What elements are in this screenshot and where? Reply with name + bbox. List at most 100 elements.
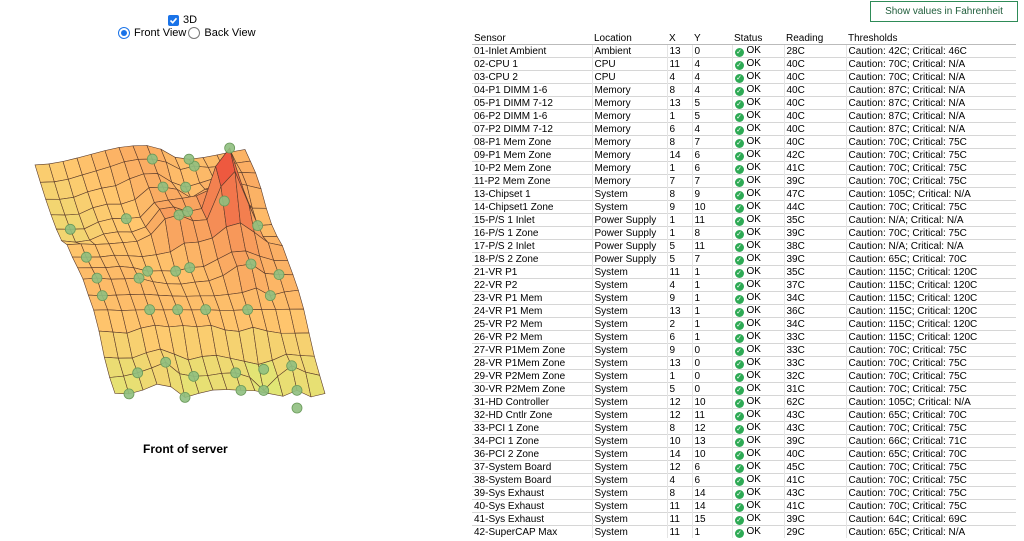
sensor-point[interactable] — [258, 363, 270, 375]
cell-y: 0 — [691, 382, 732, 396]
cell-thresholds: Caution: N/A; Critical: N/A — [845, 239, 1016, 253]
sensor-point[interactable] — [291, 384, 303, 396]
cell-thresholds: Caution: 70C; Critical: 75C — [845, 460, 1016, 474]
cell-x: 9 — [666, 291, 692, 305]
cell-x: 10 — [666, 434, 692, 448]
cell-sensor: 40-Sys Exhaust — [472, 499, 592, 513]
sensor-point[interactable] — [264, 290, 276, 302]
column-header-x: X — [667, 32, 692, 45]
sensor-point[interactable] — [291, 402, 303, 414]
front-view-radio[interactable] — [118, 27, 130, 39]
sensor-point[interactable] — [123, 388, 135, 400]
cell-location: Memory — [591, 135, 667, 149]
cell-thresholds: Caution: 87C; Critical: N/A — [845, 122, 1016, 136]
ok-check-icon: ✓ — [734, 178, 744, 187]
cell-x: 1 — [666, 213, 692, 227]
cell-y: 14 — [691, 499, 732, 513]
sensor-point[interactable] — [64, 223, 76, 235]
sensor-point[interactable] — [120, 213, 132, 225]
cell-location: System — [591, 382, 667, 396]
sensor-point[interactable] — [91, 272, 103, 284]
sensor-point[interactable] — [172, 304, 184, 316]
back-view-radio[interactable] — [188, 27, 201, 39]
cell-reading: 37C — [783, 278, 846, 292]
cell-y: 5 — [691, 109, 732, 123]
ok-check-icon: ✓ — [734, 516, 744, 525]
cell-sensor: 30-VR P2Mem Zone — [472, 382, 592, 396]
sensor-point[interactable] — [142, 265, 154, 277]
sensor-point[interactable] — [230, 367, 242, 379]
sensor-point[interactable] — [96, 290, 108, 302]
cell-sensor: 15-P/S 1 Inlet — [472, 213, 592, 227]
check-icon — [169, 17, 178, 24]
cell-sensor: 37-System Board — [472, 460, 592, 474]
sensor-point[interactable] — [218, 195, 230, 207]
cell-status: ✓ OK — [731, 200, 784, 214]
sensor-point[interactable] — [144, 304, 156, 316]
cell-status: ✓ OK — [731, 148, 784, 162]
show-fahrenheit-button[interactable]: Show values in Fahrenheit — [870, 1, 1018, 22]
cell-status: ✓ OK — [731, 70, 784, 84]
cell-status: ✓ OK — [731, 161, 784, 175]
sensor-point[interactable] — [133, 272, 145, 284]
cell-status: ✓ OK — [731, 395, 784, 409]
sensor-point[interactable] — [184, 262, 196, 274]
cell-sensor: 08-P1 Mem Zone — [472, 135, 592, 149]
sensor-point[interactable] — [235, 384, 247, 396]
cell-location: Memory — [591, 174, 667, 188]
sensor-point[interactable] — [245, 258, 257, 270]
ok-check-icon: ✓ — [734, 503, 744, 512]
cell-reading: 45C — [783, 460, 846, 474]
cell-thresholds: Caution: 87C; Critical: N/A — [845, 83, 1016, 97]
cell-reading: 34C — [783, 291, 846, 305]
cell-sensor: 18-P/S 2 Zone — [472, 252, 592, 266]
temperature-surface-3d[interactable] — [0, 80, 340, 420]
sensor-point[interactable] — [132, 367, 144, 379]
sensor-point[interactable] — [157, 181, 169, 193]
ok-check-icon: ✓ — [734, 152, 744, 161]
sensor-point[interactable] — [252, 220, 264, 232]
sensor-point[interactable] — [80, 251, 92, 263]
sensor-point[interactable] — [160, 356, 172, 368]
column-header-status: Status — [732, 32, 784, 45]
table-row: 36-PCI 2 Zone System 14 10 ✓ OK 40C Caution: 65… — [472, 447, 1016, 461]
table-row: 33-PCI 1 Zone System 8 12 ✓ OK 43C Caution: 70C… — [472, 421, 1016, 435]
sensor-point[interactable] — [273, 269, 285, 280]
cell-y: 4 — [691, 57, 732, 71]
cell-thresholds: Caution: 115C; Critical: 120C — [845, 278, 1016, 292]
sensor-point[interactable] — [188, 370, 200, 382]
cell-sensor: 03-CPU 2 — [472, 70, 592, 84]
cell-thresholds: Caution: 42C; Critical: 46C — [845, 44, 1016, 58]
cell-location: System — [591, 304, 667, 318]
ok-check-icon: ✓ — [734, 464, 744, 473]
table-row: 11-P2 Mem Zone Memory 7 7 ✓ OK 39C Caution: 70C… — [472, 174, 1016, 188]
cell-y: 1 — [691, 525, 732, 538]
sensor-point[interactable] — [224, 142, 236, 154]
sensor-point[interactable] — [170, 265, 182, 277]
ok-check-icon: ✓ — [734, 165, 744, 174]
sensor-point[interactable] — [183, 153, 195, 165]
table-row: 39-Sys Exhaust System 8 14 ✓ OK 43C Caution: 70… — [472, 486, 1016, 500]
cell-thresholds: Caution: 105C; Critical: N/A — [845, 187, 1016, 201]
cell-sensor: 41-Sys Exhaust — [472, 512, 592, 526]
ok-check-icon: ✓ — [734, 347, 744, 356]
cell-sensor: 28-VR P1Mem Zone — [472, 356, 592, 370]
sensor-point[interactable] — [146, 153, 158, 165]
sensor-point[interactable] — [182, 206, 194, 217]
sensor-point[interactable] — [180, 181, 192, 193]
cell-y: 10 — [691, 447, 732, 461]
sensor-point[interactable] — [286, 360, 298, 372]
sensor-point[interactable] — [179, 392, 191, 403]
sensor-point[interactable] — [200, 304, 212, 316]
cell-y: 4 — [691, 70, 732, 84]
3d-checkbox[interactable] — [168, 14, 179, 26]
cell-thresholds: Caution: 70C; Critical: 75C — [845, 161, 1016, 175]
cell-reading: 40C — [783, 96, 846, 110]
cell-sensor: 02-CPU 1 — [472, 57, 592, 71]
sensor-point[interactable] — [258, 385, 270, 396]
cell-x: 6 — [666, 122, 692, 136]
cell-x: 11 — [666, 512, 692, 526]
sensor-point[interactable] — [242, 304, 254, 316]
cell-status: ✓ OK — [731, 239, 784, 253]
ok-check-icon: ✓ — [734, 334, 744, 343]
